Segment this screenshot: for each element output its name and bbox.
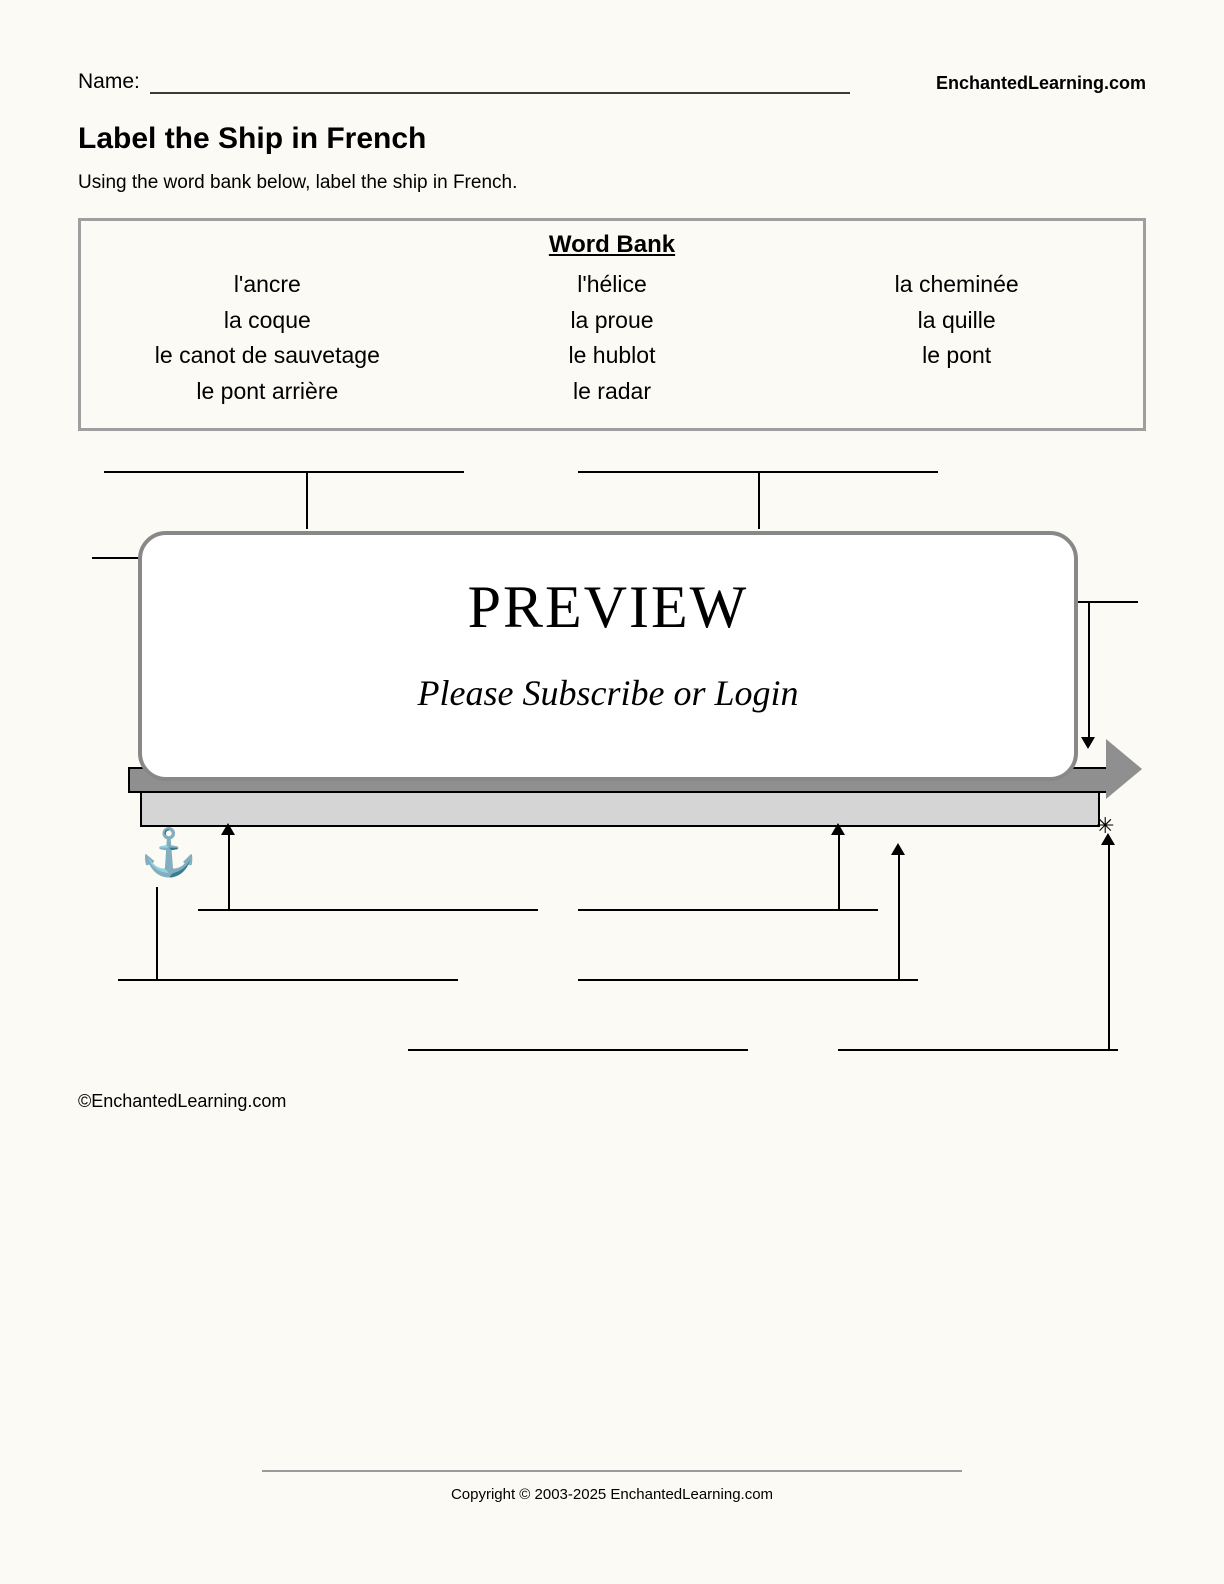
label-blank[interactable]: [578, 979, 918, 981]
name-label: Name:: [78, 70, 140, 94]
wb-word: le canot de sauvetage: [95, 338, 440, 374]
ship-diagram: ⚓ ✳ PREVIEW Please Subscribe or Login ©E…: [78, 471, 1146, 1191]
leader-line: [228, 831, 230, 909]
wb-word: le hublot: [440, 338, 785, 374]
label-blank[interactable]: [578, 909, 878, 911]
leader-line: [838, 831, 840, 909]
wb-word: l'hélice: [440, 267, 785, 303]
footer-copyright: Copyright © 2003-2025 EnchantedLearning.…: [262, 1470, 962, 1503]
wb-word: la quille: [784, 303, 1129, 339]
name-input-line[interactable]: [150, 92, 850, 94]
label-blank[interactable]: [198, 909, 538, 911]
image-copyright: ©EnchantedLearning.com: [78, 1091, 286, 1112]
preview-title: PREVIEW: [142, 573, 1074, 642]
instructions: Using the word bank below, label the shi…: [78, 172, 1146, 194]
preview-subtitle: Please Subscribe or Login: [142, 672, 1074, 714]
leader-line: [1088, 603, 1090, 741]
worksheet-page: Name: EnchantedLearning.com Label the Sh…: [78, 70, 1146, 1191]
leader-line: [898, 979, 918, 981]
wb-word: la cheminée: [784, 267, 1129, 303]
site-name: EnchantedLearning.com: [936, 73, 1146, 94]
wb-word: la coque: [95, 303, 440, 339]
word-bank: Word Bank l'ancre la coque le canot de s…: [78, 218, 1146, 431]
arrow-up-icon: [831, 823, 845, 835]
leader-line: [898, 851, 900, 979]
arrow-up-icon: [1101, 833, 1115, 845]
ship-hull: [140, 791, 1100, 827]
wb-word: le pont arrière: [95, 374, 440, 410]
leader-line: [838, 909, 878, 911]
label-blank[interactable]: [408, 1049, 748, 1051]
word-bank-title: Word Bank: [95, 231, 1129, 259]
name-block: Name:: [78, 70, 850, 94]
header-row: Name: EnchantedLearning.com: [78, 70, 1146, 94]
leader-line: [156, 887, 158, 979]
worksheet-title: Label the Ship in French: [78, 122, 1146, 156]
label-blank[interactable]: [104, 471, 464, 473]
ship-bow: [1106, 739, 1142, 799]
leader-line: [758, 473, 760, 529]
word-bank-col-1: l'ancre la coque le canot de sauvetage l…: [95, 267, 440, 410]
arrow-up-icon: [221, 823, 235, 835]
wb-word: le pont: [784, 338, 1129, 374]
word-bank-col-2: l'hélice la proue le hublot le radar: [440, 267, 785, 410]
leader-line: [306, 473, 308, 529]
anchor-icon: ⚓: [140, 829, 197, 875]
arrow-down-icon: [1081, 737, 1095, 749]
word-bank-grid: l'ancre la coque le canot de sauvetage l…: [95, 267, 1129, 410]
word-bank-col-3: la cheminée la quille le pont: [784, 267, 1129, 410]
leader-line: [1108, 841, 1110, 1049]
arrow-up-icon: [891, 843, 905, 855]
preview-overlay: PREVIEW Please Subscribe or Login: [138, 531, 1078, 781]
wb-word: le radar: [440, 374, 785, 410]
wb-word: l'ancre: [95, 267, 440, 303]
label-blank[interactable]: [838, 1049, 1118, 1051]
leader-line: [156, 979, 196, 981]
wb-word: la proue: [440, 303, 785, 339]
